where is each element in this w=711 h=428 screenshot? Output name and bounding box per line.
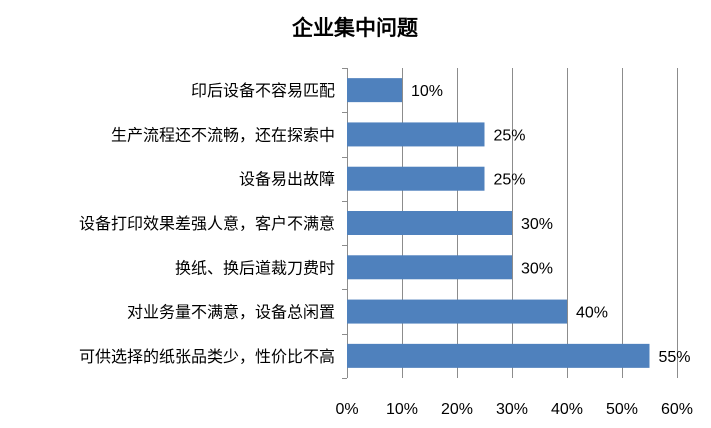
x-tick-label: 50% xyxy=(606,401,638,418)
data-label: 30% xyxy=(521,216,553,233)
category-label: 设备易出故障 xyxy=(239,170,335,189)
category-label: 换纸、换后道裁刀费时 xyxy=(175,258,335,277)
category-label: 生产流程还不流畅，还在探索中 xyxy=(111,125,335,144)
category-label: 可供选择的纸张品类少，性价比不高 xyxy=(79,347,335,366)
data-label: 10% xyxy=(411,83,443,100)
x-tick-label: 0% xyxy=(335,401,358,418)
bar xyxy=(347,299,567,324)
bar xyxy=(347,166,485,191)
data-label: 40% xyxy=(576,305,608,322)
bar xyxy=(347,255,512,280)
x-tick-label: 30% xyxy=(496,401,528,418)
data-label: 55% xyxy=(659,349,691,366)
bar xyxy=(347,211,512,235)
category-labels: 印后设备不容易匹配生产流程还不流畅，还在探索中设备易出故障设备打印效果差强人意，… xyxy=(79,81,335,366)
bar xyxy=(347,343,650,368)
category-label: 印后设备不容易匹配 xyxy=(191,81,335,100)
x-tick-label: 20% xyxy=(441,401,473,418)
chart-title: 企业集中问题 xyxy=(291,15,419,40)
gridlines xyxy=(342,68,678,379)
data-labels: 10% 25% 25% 30% 30% 40% 55% xyxy=(411,83,691,366)
x-tick-labels: 0% 10% 20% 30% 40% 50% 60% xyxy=(335,401,693,418)
data-label: 30% xyxy=(521,260,553,277)
x-tick-label: 10% xyxy=(386,401,418,418)
bar xyxy=(347,122,485,147)
bar xyxy=(347,78,402,103)
data-label: 25% xyxy=(494,127,526,144)
x-tick-label: 40% xyxy=(551,401,583,418)
category-label: 对业务量不满意，设备总闲置 xyxy=(127,303,335,322)
data-label: 25% xyxy=(494,172,526,189)
x-tick-label: 60% xyxy=(661,401,693,418)
bars xyxy=(347,78,650,368)
category-label: 设备打印效果差强人意，客户不满意 xyxy=(79,214,335,233)
